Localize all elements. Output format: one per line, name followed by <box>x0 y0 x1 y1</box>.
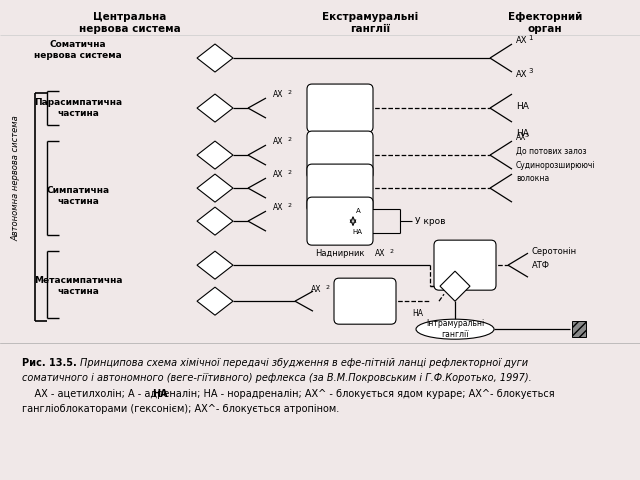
FancyBboxPatch shape <box>307 84 373 132</box>
Text: Наднирник: Наднирник <box>316 249 365 258</box>
Text: А: А <box>356 208 361 214</box>
Text: 3: 3 <box>528 68 532 74</box>
Text: Екстрамуральні
ганглії: Екстрамуральні ганглії <box>322 12 418 34</box>
Text: АХ: АХ <box>273 90 284 98</box>
Text: 2: 2 <box>287 169 291 175</box>
FancyBboxPatch shape <box>434 240 496 290</box>
Text: 2: 2 <box>287 90 291 95</box>
Text: НА: НА <box>516 129 529 138</box>
Text: У кров: У кров <box>415 216 445 226</box>
Text: АХ: АХ <box>516 70 527 79</box>
Polygon shape <box>197 207 233 235</box>
Text: соматичного і автономного (веге-гіїтивного) рефлекса (за В.М.Покровським і Г.Ф.К: соматичного і автономного (веге-гіїтивно… <box>22 373 532 383</box>
Text: До потових залоз: До потових залоз <box>516 146 586 156</box>
Text: НА: НА <box>152 389 168 399</box>
Text: 2: 2 <box>287 203 291 208</box>
Text: НА: НА <box>413 309 424 318</box>
Text: гангліоблокаторами (гексонієм); АХ^- блокується атропіном.: гангліоблокаторами (гексонієм); АХ^- бло… <box>22 404 339 414</box>
Text: 2: 2 <box>287 137 291 142</box>
Text: Симпатична
частина: Симпатична частина <box>47 186 109 206</box>
Text: АХ - ацетилхолін; А - адреналін; НА - норадреналін; АХ^ - блокується ядом кураре: АХ - ацетилхолін; А - адреналін; НА - но… <box>22 389 555 399</box>
FancyBboxPatch shape <box>307 164 373 212</box>
Text: НА: НА <box>352 229 362 235</box>
Text: Рис. 13.5.: Рис. 13.5. <box>22 358 77 368</box>
FancyBboxPatch shape <box>307 131 373 179</box>
Polygon shape <box>197 44 233 72</box>
Text: АХ: АХ <box>375 249 385 258</box>
Text: АХ: АХ <box>516 132 527 142</box>
Text: НА: НА <box>516 102 529 110</box>
Polygon shape <box>197 174 233 202</box>
Text: АХ: АХ <box>311 285 321 294</box>
Text: АХ: АХ <box>516 36 527 45</box>
Text: Центральна
нервова система: Центральна нервова система <box>79 12 181 34</box>
Text: Ефекторний
орган: Ефекторний орган <box>508 12 582 34</box>
Text: волокна: волокна <box>516 174 549 182</box>
Polygon shape <box>197 251 233 279</box>
FancyBboxPatch shape <box>307 197 373 245</box>
Text: АХ: АХ <box>273 169 284 179</box>
Polygon shape <box>440 271 470 301</box>
Text: Серотонін: Серотонін <box>532 247 577 256</box>
Text: Парасимпатична
частина: Парасимпатична частина <box>34 98 122 118</box>
Text: Соматична
нервова система: Соматична нервова система <box>34 40 122 60</box>
Text: 1: 1 <box>528 35 532 41</box>
Polygon shape <box>197 94 233 122</box>
Text: Судинорозширюючі: Судинорозширюючі <box>516 161 596 169</box>
Text: 2: 2 <box>325 285 329 289</box>
Text: Метасимпатична
частина: Метасимпатична частина <box>34 276 122 296</box>
Text: АТФ: АТФ <box>532 261 550 270</box>
FancyBboxPatch shape <box>334 278 396 324</box>
Text: АХ: АХ <box>273 203 284 212</box>
Text: 3: 3 <box>525 132 529 138</box>
Bar <box>572 321 586 337</box>
Text: Автономна нервова система: Автономна нервова система <box>12 115 20 241</box>
Polygon shape <box>197 141 233 169</box>
Polygon shape <box>197 287 233 315</box>
Text: Принципова схема хімічної передачі збудження в ефе-пітній ланці рефлекторної дуг: Принципова схема хімічної передачі збудж… <box>80 358 528 368</box>
Text: Інтрамуральні
ганглії: Інтрамуральні ганглії <box>426 320 484 339</box>
Ellipse shape <box>416 319 494 339</box>
Text: АХ: АХ <box>273 137 284 145</box>
Text: 2: 2 <box>389 249 393 253</box>
